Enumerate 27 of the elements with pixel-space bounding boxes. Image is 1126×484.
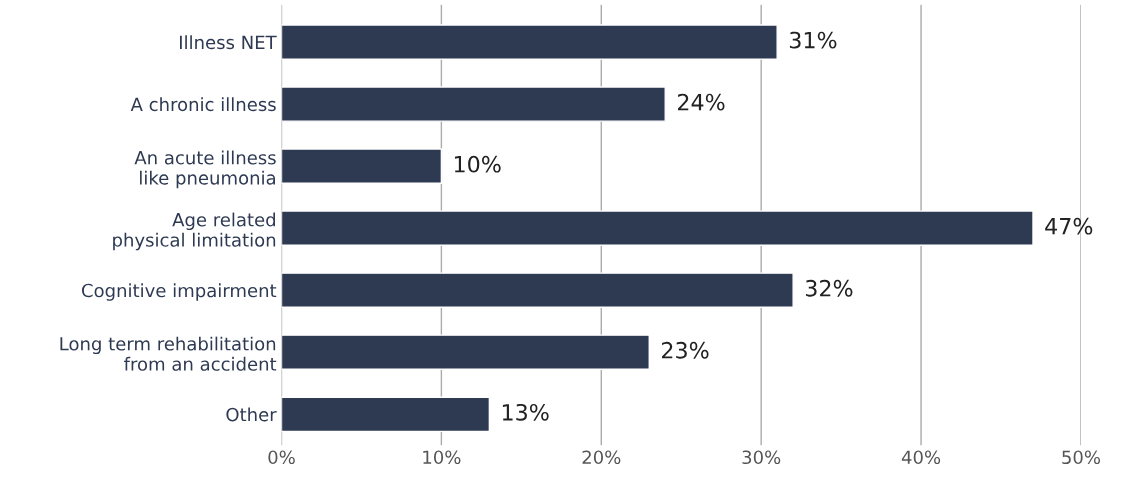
bar (281, 272, 794, 308)
data-label: 47% (1045, 217, 1093, 235)
bar (281, 86, 666, 122)
y-tick-label: Illness NET (180, 35, 277, 50)
y-tick-label: A chronic illness (130, 97, 276, 112)
bar (281, 148, 443, 184)
data-label: 24% (677, 93, 725, 111)
bar (281, 334, 650, 370)
y-tick-label: Long term rehabilitation from an accident (60, 336, 277, 371)
data-label: 32% (805, 279, 853, 297)
x-tick-label: 30% (742, 450, 781, 465)
data-label: 23% (661, 341, 709, 359)
x-tick-label: 10% (423, 450, 461, 465)
data-label: 10% (454, 155, 501, 173)
y-tick-label: Cognitive impairment (81, 283, 277, 301)
bar (281, 396, 491, 433)
data-label: 13% (502, 403, 549, 421)
x-tick-label: 50% (1062, 450, 1101, 465)
bar (281, 24, 778, 60)
x-tick-label: 0% (268, 450, 295, 465)
bar (281, 210, 1034, 246)
y-tick-label: Age related physical limitation (113, 212, 276, 251)
x-tick-label: 40% (901, 450, 941, 465)
y-tick-label: Other (226, 407, 277, 422)
data-label: 31% (789, 31, 837, 49)
x-tick-label: 20% (582, 450, 621, 465)
y-tick-label: An acute illness like pneumonia (134, 150, 276, 189)
